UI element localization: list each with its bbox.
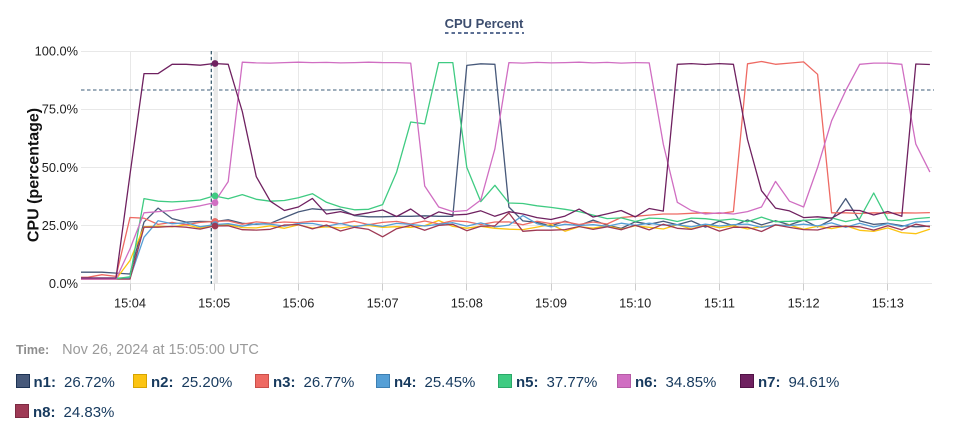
- svg-text:15:13: 15:13: [872, 296, 904, 311]
- svg-text:15:12: 15:12: [788, 296, 820, 311]
- svg-text:CPU (percentage): CPU (percentage): [26, 108, 43, 242]
- svg-text:15:10: 15:10: [619, 296, 651, 311]
- svg-text:100.0%: 100.0%: [35, 43, 78, 58]
- svg-text:15:07: 15:07: [367, 296, 399, 311]
- svg-text:25.0%: 25.0%: [42, 218, 78, 233]
- svg-text:15:08: 15:08: [451, 296, 483, 311]
- svg-text:0.0%: 0.0%: [49, 276, 78, 291]
- svg-text:75.0%: 75.0%: [42, 102, 78, 117]
- svg-text:15:09: 15:09: [535, 296, 567, 311]
- svg-text:15:04: 15:04: [114, 296, 146, 311]
- svg-text:50.0%: 50.0%: [42, 160, 78, 175]
- svg-text:15:11: 15:11: [704, 296, 735, 311]
- svg-text:15:05: 15:05: [198, 296, 230, 311]
- svg-text:15:06: 15:06: [282, 296, 314, 311]
